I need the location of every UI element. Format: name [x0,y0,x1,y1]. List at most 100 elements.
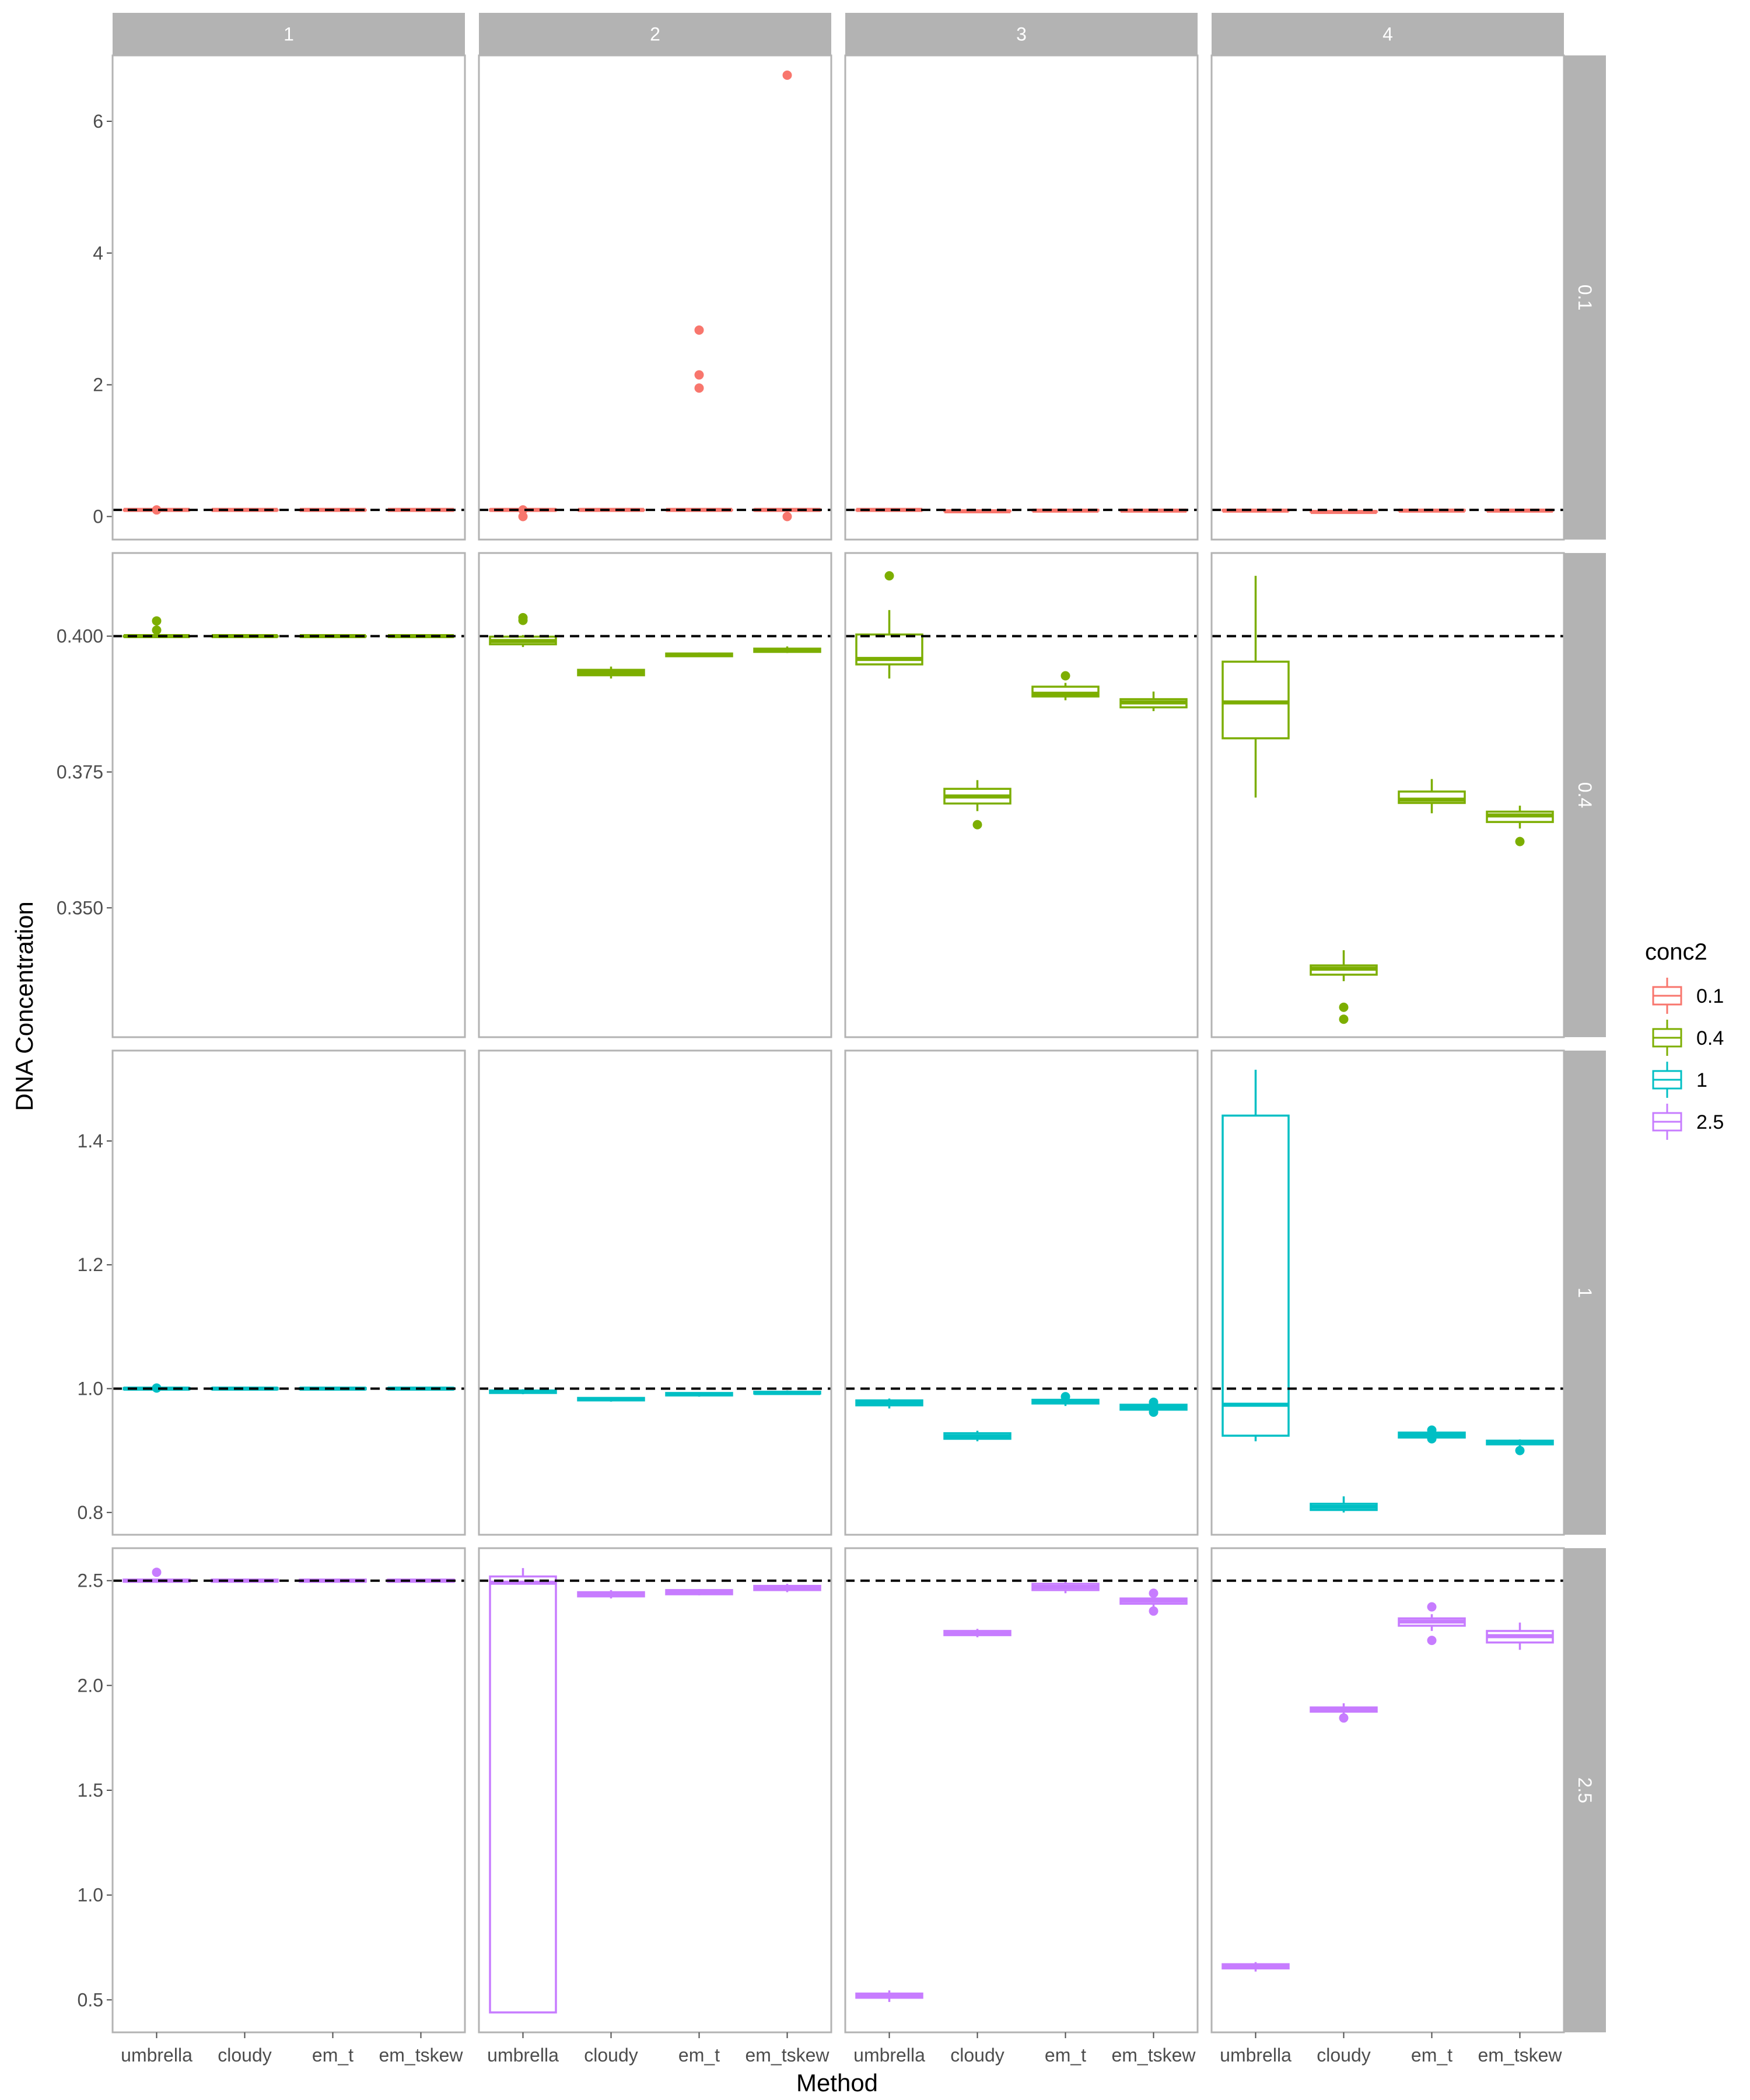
box-em_t [1031,1392,1100,1406]
row-strip [1564,1548,1606,2032]
y-tick-label: 0.400 [57,626,103,647]
box-cloudy [943,1629,1012,1637]
x-tick-label: umbrella [487,2045,559,2066]
panel-background [479,553,831,1037]
outlier-point [152,616,162,626]
legend-label: 1 [1696,1069,1707,1091]
box-cloudy [1310,1496,1378,1513]
legend-label: 0.4 [1696,1027,1724,1049]
row-strip [1564,1051,1606,1535]
row-strip [1564,553,1606,1037]
y-axis-title: DNA Concentration [10,901,38,1111]
box-cloudy [577,1590,645,1599]
box-em_t [1031,1581,1100,1594]
row-strip [1564,55,1606,540]
y-tick-label: 1.0 [78,1378,103,1399]
outlier-point [884,571,894,581]
box-em_t [665,1589,733,1595]
box-body [489,1575,557,2014]
box-em_tskew [1119,1397,1188,1417]
column-strip-label: 4 [1382,24,1393,45]
box-cloudy [1310,510,1378,514]
x-tick-label: cloudy [218,2045,272,2066]
panel-border [111,54,466,541]
outlier-point [152,1383,162,1393]
box-em_t [1398,1602,1466,1646]
y-tick-label: 1.4 [78,1130,103,1152]
outlier-point [1427,1636,1437,1646]
box-em_tskew [753,1584,821,1592]
y-tick-label: 0.5 [78,1989,103,2010]
panel-border [111,1049,466,1536]
legend-title: conc2 [1645,939,1707,965]
box-umbrella [855,1990,923,2002]
panel-border [844,552,1199,1038]
panel-border [844,54,1199,541]
box-em_tskew [1119,1588,1188,1616]
box-umbrella [1222,1962,1290,1972]
row-strip-label: 2.5 [1574,1777,1595,1803]
legend-label: 0.1 [1696,985,1724,1007]
outlier-point [1339,1002,1349,1012]
x-tick-label: em_tskew [745,2045,830,2066]
outlier-point [518,612,528,622]
legend-key-0.4 [1652,1020,1682,1056]
box-em_tskew [753,1390,821,1395]
panel-background [1212,55,1564,540]
box-cloudy [577,666,645,679]
box-cloudy [943,1430,1012,1441]
panel-background [845,1548,1198,2032]
panel-border [844,1049,1199,1536]
panel-border [1210,552,1565,1038]
x-tick-label: em_tskew [379,2045,463,2066]
panel-border [844,1547,1199,2034]
box-umbrella [489,612,557,648]
legend-key-1 [1652,1062,1682,1098]
panel-border [111,1547,466,2034]
panels-layer: 1 2 3 4 0.1 0 2 4 6 0.4 0.350 0.375 0.400 1 0.8 1.0 1.2 1… [57,13,1606,2066]
box-umbrella [489,1389,557,1395]
outlier-point [518,505,528,515]
panel-background [113,55,465,540]
row-strip-label: 0.1 [1574,285,1595,310]
outlier-point [1149,1588,1158,1598]
column-strip-label: 2 [650,24,660,45]
outlier-point [694,325,704,335]
panel-border [1210,54,1565,541]
x-tick-label: cloudy [950,2045,1005,2066]
x-tick-label: umbrella [121,2045,192,2066]
x-tick-label: em_t [312,2045,354,2066]
box-umbrella [855,1398,923,1409]
outlier-point [1060,1392,1070,1402]
box-em_t [665,652,733,657]
outlier-point [1427,1602,1437,1612]
column-strip-label: 3 [1016,24,1027,45]
column-strip [845,13,1198,55]
y-tick-label: 1.0 [78,1885,103,1906]
panel-border [478,1547,832,2034]
box-umbrella [1222,1069,1290,1441]
column-strip [1212,13,1564,55]
box-em_tskew [753,646,821,653]
box-umbrella [1222,576,1290,798]
panel-background [845,553,1198,1037]
box-cloudy [943,780,1012,830]
outlier-point [1515,1446,1525,1455]
outlier-point [152,505,162,515]
outlier-point [152,625,162,635]
y-tick-label: 4 [93,243,103,264]
y-tick-label: 2 [93,374,103,396]
panel-background [479,55,831,540]
y-tick-label: 2.5 [78,1570,103,1591]
x-axis-title: Method [796,2069,878,2096]
outlier-point [972,820,982,830]
column-strip [479,13,831,55]
x-tick-label: cloudy [584,2045,638,2066]
panel-background [845,1051,1198,1535]
box-em_tskew [1486,1622,1554,1650]
y-tick-label: 1.5 [78,1780,103,1801]
panel-background [113,1548,465,2032]
x-tick-label: em_t [678,2045,720,2066]
outlier-point [1149,1606,1158,1616]
